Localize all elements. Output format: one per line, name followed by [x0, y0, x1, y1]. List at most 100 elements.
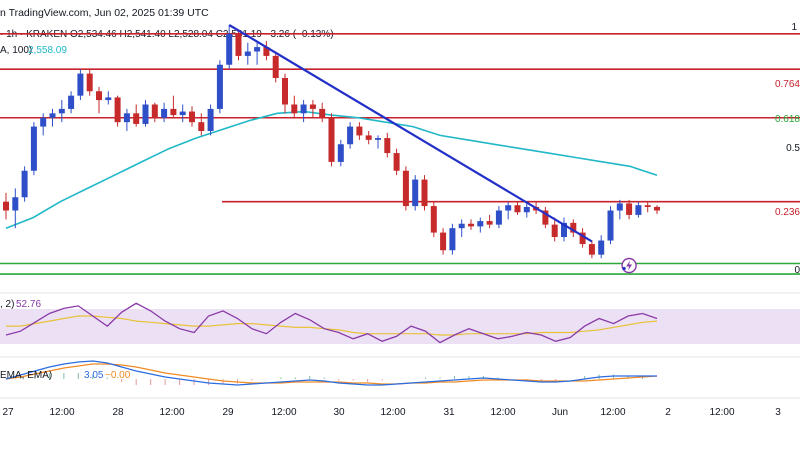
published-credit: n TradingView.com, Jun 02, 2025 01:39 UT…: [0, 7, 209, 19]
candle-body-30: [282, 78, 288, 105]
candle-body-29: [272, 55, 279, 78]
time-axis-label-12: 2: [665, 407, 671, 418]
candle-body-48: [449, 228, 456, 251]
time-axis-label-14: 3: [775, 407, 781, 418]
candle-body-65: [607, 210, 614, 241]
candle-body-23: [216, 64, 223, 109]
candle-body-43: [402, 170, 409, 207]
candle-body-25: [235, 33, 242, 56]
candle-body-0: [3, 201, 9, 211]
candle-body-12: [114, 97, 121, 123]
candle-body-68: [635, 205, 642, 215]
candle-body-62: [579, 232, 586, 245]
ma-legend-label: A, 100): [0, 45, 32, 56]
fib-label-0236: 0.236: [775, 207, 800, 218]
candle-body-54: [505, 205, 512, 211]
candle-body-47: [440, 232, 447, 251]
candle-body-56: [523, 206, 530, 213]
fib-level-labels: 1 0.764 0.618 0.5 0.236 0: [775, 22, 800, 276]
candle-body-50: [468, 223, 474, 227]
candle-body-28: [263, 47, 270, 56]
candle-body-52: [486, 221, 493, 225]
rsi-ma-line: [6, 315, 658, 336]
time-axis-label-7: 12:00: [380, 407, 405, 418]
time-axis-label-5: 12:00: [271, 407, 296, 418]
candle-body-26: [244, 51, 251, 56]
time-axis-label-2: 28: [112, 407, 124, 418]
price-pane: [0, 24, 800, 275]
candle-body-1: [12, 197, 19, 211]
candle-body-61: [570, 222, 577, 233]
candle-body-51: [477, 221, 484, 227]
fib-label-0764: 0.764: [775, 79, 800, 90]
candle-body-53: [495, 210, 502, 225]
candle-body-31: [291, 104, 298, 114]
time-axis-label-3: 12:00: [159, 407, 184, 418]
candle-body-2: [21, 170, 28, 198]
candle-body-14: [133, 113, 140, 124]
candle-body-3: [30, 126, 37, 171]
candle-body-18: [170, 108, 177, 116]
time-axis-label-0: 27: [2, 407, 14, 418]
macd-pane: [5, 360, 658, 386]
candle-body-17: [161, 108, 168, 118]
rsi-band: [0, 309, 800, 344]
candle-body-19: [179, 111, 186, 116]
time-axis-label-6: 30: [333, 407, 345, 418]
alert-dot: [622, 266, 626, 271]
candle-body-60: [561, 222, 567, 237]
candle-body-35: [328, 117, 335, 162]
candle-body-64: [598, 240, 605, 255]
time-axis-label-10: Jun: [552, 407, 568, 418]
rsi-pane: [5, 302, 658, 344]
rsi-line: [5, 302, 658, 344]
candle-body-42: [393, 153, 400, 171]
candle-body-32: [300, 104, 307, 114]
candle-body-63: [588, 244, 595, 255]
candle-body-59: [551, 224, 558, 237]
candle-body-69: [644, 205, 651, 207]
candle-body-45: [421, 179, 428, 207]
candle-body-39: [365, 135, 372, 140]
candle-body-38: [356, 126, 363, 136]
candle-body-9: [86, 73, 93, 92]
time-axis-label-9: 12:00: [490, 407, 515, 418]
candle-body-33: [309, 104, 316, 109]
candle-body-44: [412, 179, 419, 207]
candle-body-10: [96, 91, 102, 101]
candle-body-67: [626, 203, 633, 215]
candle-body-4: [40, 117, 47, 127]
candle-body-34: [319, 108, 326, 118]
candle-body-16: [151, 104, 158, 118]
candle-body-7: [68, 95, 75, 109]
candle-body-46: [430, 206, 437, 233]
fib-label-0618: 0.618: [775, 114, 800, 125]
rsi-legend-label: , 2): [0, 299, 14, 310]
fib-label-05: 0.5: [786, 143, 800, 154]
candle-body-70: [654, 206, 660, 211]
ma-legend-value: 2,558.09: [28, 45, 67, 56]
candle-body-13: [123, 113, 130, 123]
candle-body-41: [384, 138, 391, 154]
candle-body-36: [337, 144, 344, 162]
candle-body-6: [58, 108, 65, 114]
candle-body-40: [375, 138, 381, 140]
candle-body-24: [226, 33, 233, 65]
time-axis-label-13: 12:00: [709, 407, 734, 418]
candle-body-21: [198, 122, 205, 131]
macd-line: [5, 360, 657, 386]
candle-body-55: [514, 205, 521, 213]
time-axis-label-11: 12:00: [600, 407, 625, 418]
time-axis-label-8: 31: [443, 407, 455, 418]
candle-body-11: [105, 97, 112, 101]
time-axis-label-4: 29: [222, 407, 234, 418]
macd-legend-value-2: −0.00: [105, 370, 131, 381]
candle-body-15: [142, 104, 149, 124]
time-axis-label-1: 12:00: [49, 407, 74, 418]
candle-body-20: [189, 111, 195, 123]
rsi-legend-value: 52.76: [16, 299, 41, 310]
macd-legend-label: EMA, EMA): [0, 370, 52, 381]
macd-legend-value-1: 3.05: [84, 370, 104, 381]
